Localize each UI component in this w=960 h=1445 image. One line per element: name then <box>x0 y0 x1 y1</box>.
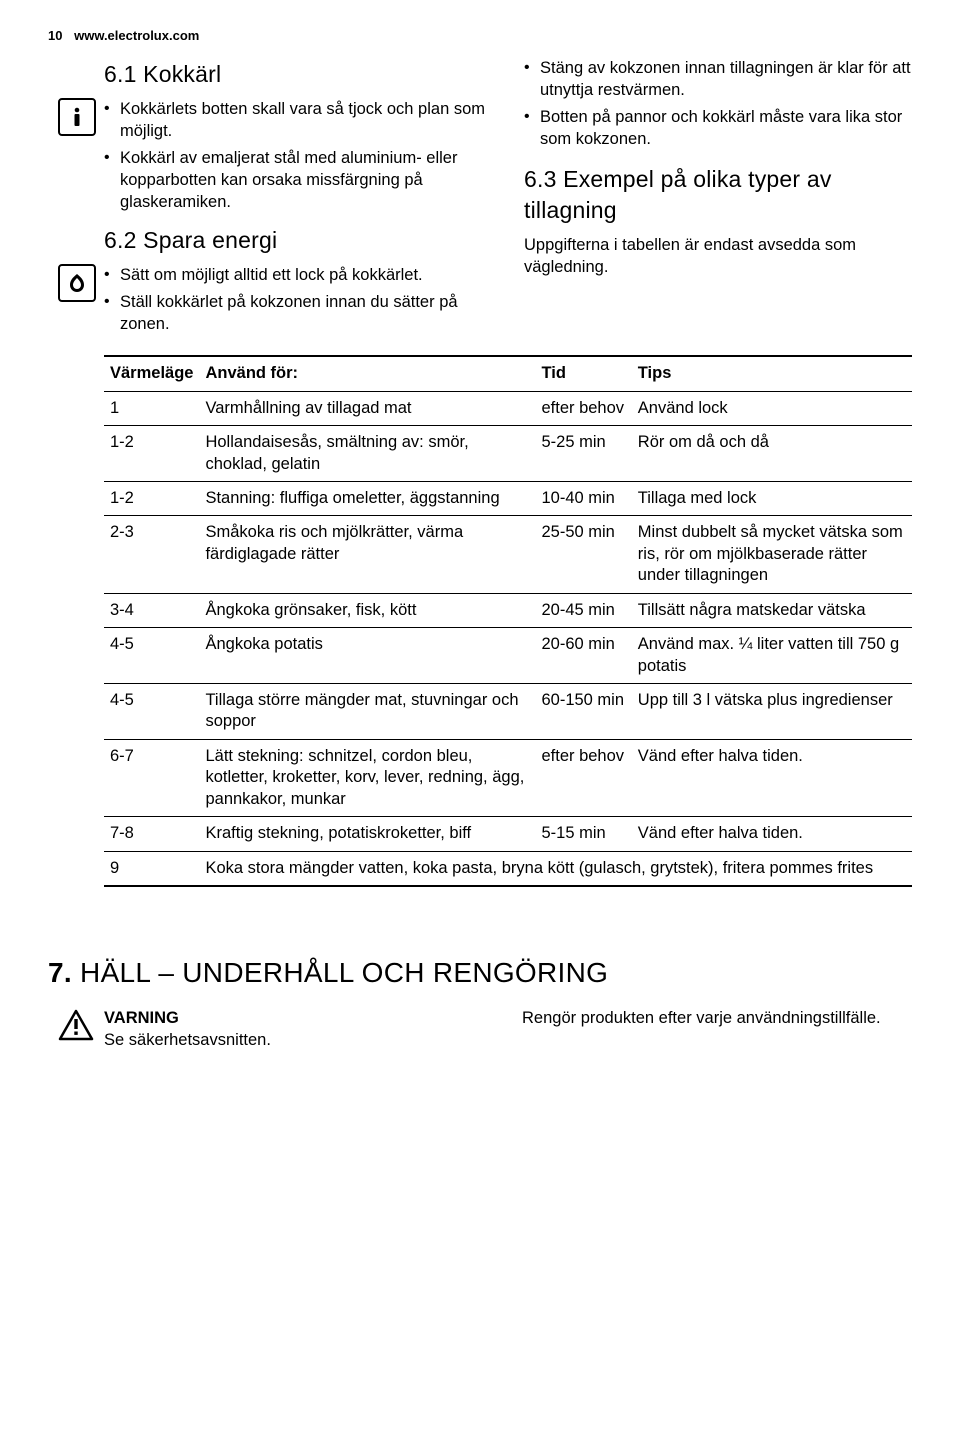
cell-use: Ångkoka grönsaker, fisk, kött <box>199 593 535 627</box>
section-7-columns: VARNING Se säkerhetsavsnitten. Rengör pr… <box>48 1007 912 1052</box>
cell-level: 6-7 <box>104 739 199 816</box>
cell-use: Hollandaisesås, smältning av: smör, chok… <box>199 426 535 482</box>
warning-label: VARNING <box>104 1007 271 1029</box>
bullet-item: Kokkärlets botten skall vara så tjock oc… <box>104 98 492 143</box>
info-icon <box>58 98 96 136</box>
cell-tips: Minst dubbelt så mycket vätska som ris, … <box>632 516 912 593</box>
cell-tips: Vänd efter halva tiden. <box>632 817 912 851</box>
cell-tips: Upp till 3 l vätska plus ingredienser <box>632 684 912 740</box>
warning-block: VARNING Se säkerhetsavsnitten. <box>58 1007 494 1052</box>
bullet-item: Stäng av kokzonen innan tillagningen är … <box>524 57 912 102</box>
cell-time: 60-150 min <box>535 684 631 740</box>
cell-tips: Vänd efter halva tiden. <box>632 739 912 816</box>
col-header-level: Värmeläge <box>104 356 199 391</box>
cell-level: 9 <box>104 851 199 886</box>
cell-time: 20-60 min <box>535 628 631 684</box>
table-row: 6-7 Lätt stekning: schnitzel, cordon ble… <box>104 739 912 816</box>
section-7-right: Rengör produkten efter varje användnings… <box>522 1007 912 1052</box>
page: 10 www.electrolux.com 6.1 Kokkärl Kokkär… <box>0 0 960 1445</box>
info-box-6-2: Sätt om möjligt alltid ett lock på kokkä… <box>58 264 492 339</box>
cell-use: Kraftig stekning, potatiskroketter, biff <box>199 817 535 851</box>
warning-icon <box>58 1009 94 1041</box>
cell-use: Ångkoka potatis <box>199 628 535 684</box>
bullets-6-1: Kokkärlets botten skall vara så tjock oc… <box>104 98 492 213</box>
intro-columns: 6.1 Kokkärl Kokkärlets botten skall vara… <box>48 53 912 345</box>
cell-tips: Tillaga med lock <box>632 481 912 515</box>
cell-tips: Använd lock <box>632 391 912 425</box>
cell-use: Stanning: fluffiga omeletter, äggstannin… <box>199 481 535 515</box>
info-box-6-1: Kokkärlets botten skall vara så tjock oc… <box>58 98 492 217</box>
cell-use: Småkoka ris och mjölkrätter, värma färdi… <box>199 516 535 593</box>
section-7-right-text: Rengör produkten efter varje användnings… <box>522 1007 912 1029</box>
cell-time: efter behov <box>535 739 631 816</box>
bullets-6-2-continued: Stäng av kokzonen innan tillagningen är … <box>524 57 912 150</box>
cell-time: 25-50 min <box>535 516 631 593</box>
cell-use: Varmhållning av tillagad mat <box>199 391 535 425</box>
bullet-item: Sätt om möjligt alltid ett lock på kokkä… <box>104 264 492 286</box>
table-header-row: Värmeläge Använd för: Tid Tips <box>104 356 912 391</box>
cell-level: 4-5 <box>104 628 199 684</box>
table-row-last: 9 Koka stora mängder vatten, koka pasta,… <box>104 851 912 886</box>
table-row: 7-8 Kraftig stekning, potatiskroketter, … <box>104 817 912 851</box>
cell-time: efter behov <box>535 391 631 425</box>
cell-use: Tillaga större mängder mat, stuvningar o… <box>199 684 535 740</box>
cooking-table: Värmeläge Använd för: Tid Tips 1 Varmhål… <box>104 355 912 887</box>
cell-level: 3-4 <box>104 593 199 627</box>
table-row: 3-4 Ångkoka grönsaker, fisk, kött 20-45 … <box>104 593 912 627</box>
page-header: 10 www.electrolux.com <box>48 28 912 43</box>
cell-tips: Tillsätt några matskedar vätska <box>632 593 912 627</box>
section-7-title: 7. HÄLL – UNDERHÅLL OCH RENGÖRING <box>48 957 912 989</box>
section-7-left: VARNING Se säkerhetsavsnitten. <box>48 1007 494 1052</box>
table-row: 4-5 Tillaga större mängder mat, stuvning… <box>104 684 912 740</box>
table-row: 2-3 Småkoka ris och mjölkrätter, värma f… <box>104 516 912 593</box>
cell-level: 1 <box>104 391 199 425</box>
table-row: 1-2 Hollandaisesås, smältning av: smör, … <box>104 426 912 482</box>
table-row: 1-2 Stanning: fluffiga omeletter, äggsta… <box>104 481 912 515</box>
cell-level: 1-2 <box>104 426 199 482</box>
site-url: www.electrolux.com <box>74 28 199 43</box>
bullets-6-2: Sätt om möjligt alltid ett lock på kokkä… <box>104 264 492 335</box>
bullet-item: Kokkärl av emaljerat stål med aluminium-… <box>104 147 492 214</box>
col-header-use: Använd för: <box>199 356 535 391</box>
cell-use: Lätt stekning: schnitzel, cordon bleu, k… <box>199 739 535 816</box>
eco-icon <box>58 264 96 302</box>
table-row: 4-5 Ångkoka potatis 20-60 min Använd max… <box>104 628 912 684</box>
section-7-number: 7. <box>48 957 72 988</box>
cell-time: 5-15 min <box>535 817 631 851</box>
section-6-2-title: 6.2 Spara energi <box>104 225 492 256</box>
cell-level: 4-5 <box>104 684 199 740</box>
warning-text: Se säkerhetsavsnitten. <box>104 1029 271 1051</box>
right-column: Stäng av kokzonen innan tillagningen är … <box>520 53 912 345</box>
cell-time: 20-45 min <box>535 593 631 627</box>
bullet-item: Ställ kokkärlet på kokzonen innan du sät… <box>104 291 492 336</box>
cell-time: 5-25 min <box>535 426 631 482</box>
cell-tips: Använd max. ¼ liter vatten till 750 g po… <box>632 628 912 684</box>
cell-time: 10-40 min <box>535 481 631 515</box>
cell-level: 7-8 <box>104 817 199 851</box>
warning-body: VARNING Se säkerhetsavsnitten. <box>104 1007 271 1052</box>
left-column: 6.1 Kokkärl Kokkärlets botten skall vara… <box>48 53 492 345</box>
section-6-3-text: Uppgifterna i tabellen är endast avsedda… <box>524 234 912 279</box>
table-row: 1 Varmhållning av tillagad mat efter beh… <box>104 391 912 425</box>
section-6-3-title: 6.3 Exempel på olika typer av tillagning <box>524 164 912 226</box>
bullet-item: Botten på pannor och kokkärl måste vara … <box>524 106 912 151</box>
col-header-tips: Tips <box>632 356 912 391</box>
cell-span: Koka stora mängder vatten, koka pasta, b… <box>199 851 912 886</box>
col-header-time: Tid <box>535 356 631 391</box>
cell-level: 2-3 <box>104 516 199 593</box>
page-number: 10 <box>48 28 62 43</box>
section-6-1-title: 6.1 Kokkärl <box>104 59 492 90</box>
cell-tips: Rör om då och då <box>632 426 912 482</box>
cell-level: 1-2 <box>104 481 199 515</box>
section-7-heading: HÄLL – UNDERHÅLL OCH RENGÖRING <box>80 957 608 988</box>
